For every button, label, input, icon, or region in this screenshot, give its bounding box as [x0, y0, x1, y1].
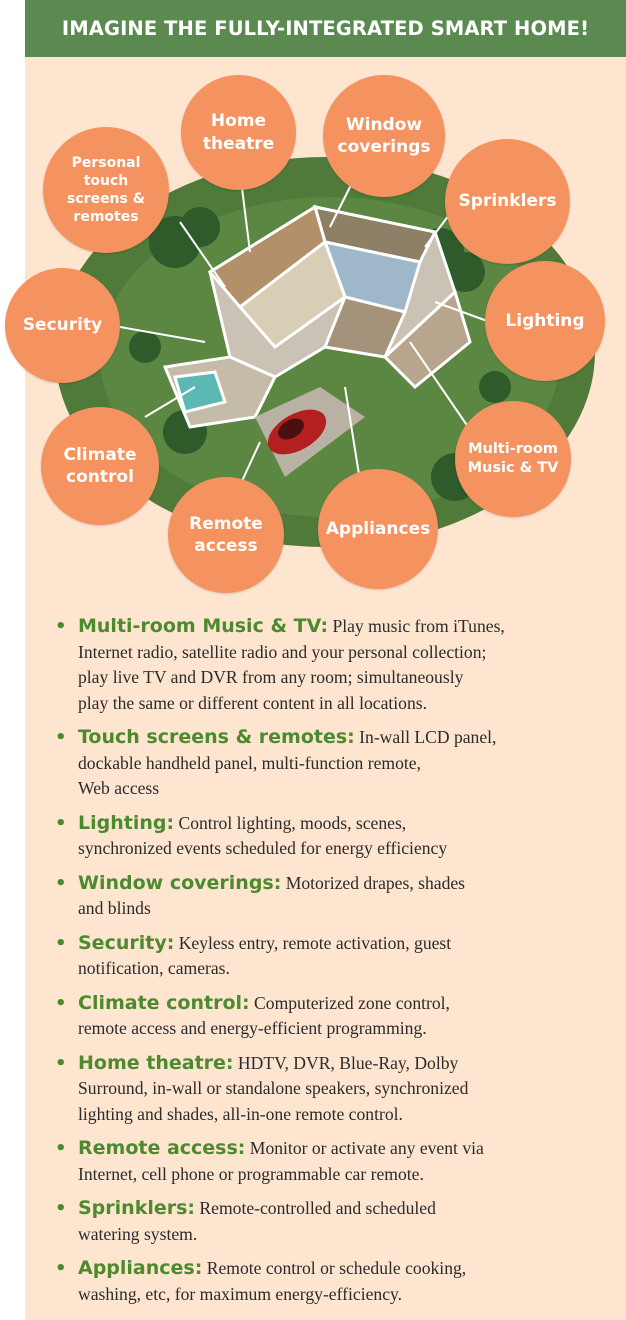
feature-title: Climate control:	[78, 991, 250, 1014]
bullet-icon: •	[55, 727, 67, 748]
bubble-climate-control: Climate control	[41, 407, 159, 525]
feature-title: Appliances:	[78, 1257, 203, 1279]
feature-description: Control lighting, moods, scenes, synchro…	[78, 812, 448, 859]
list-item: • Touch screens & remotes: In-wall LCD pa…	[25, 725, 626, 802]
feature-description: Motorized drapes, shades and blinds	[78, 872, 466, 919]
feature-description: Remote-controlled and scheduled watering…	[78, 1198, 436, 1244]
feature-title: Lighting:	[78, 811, 175, 834]
bullet-icon: •	[55, 616, 67, 637]
bullet-icon: •	[55, 992, 67, 1014]
car-icon	[267, 409, 327, 455]
bullet-icon: •	[55, 1138, 67, 1159]
list-item: • Window coverings: Motorized drapes, sha…	[25, 871, 626, 922]
list-item: • Sprinklers: Remote-controlled and sched…	[25, 1196, 626, 1247]
feature-title: Home theatre:	[78, 1051, 234, 1074]
feature-description: Computerized zone control, remote access…	[78, 992, 450, 1039]
bubble-security: Security	[5, 268, 120, 383]
bullet-icon: •	[55, 1198, 67, 1219]
smart-home-panel: IMAGINE THE FULLY-INTEGRATED SMART HOME!	[5, 0, 626, 1320]
feature-description: In-wall LCD panel, dockable handheld pan…	[78, 727, 497, 798]
list-item: • Security: Keyless entry, remote activat…	[25, 931, 626, 982]
bubble-sprinklers: Sprinklers	[445, 139, 570, 264]
bullet-icon: •	[55, 1258, 67, 1279]
list-item: • Remote access: Monitor or activate any …	[25, 1136, 626, 1187]
list-item: • Lighting: Control lighting, moods, scen…	[25, 811, 626, 862]
house	[162, 204, 472, 429]
feature-title: Touch screens & remotes:	[78, 726, 355, 748]
bubble-lighting: Lighting	[485, 261, 605, 381]
feature-title: Security:	[78, 931, 175, 954]
bubble-home-theatre: Home theatre	[181, 75, 296, 190]
feature-title: Multi-room Music & TV:	[78, 615, 329, 637]
feature-list: • Multi-room Music & TV: Play music from …	[25, 614, 626, 1316]
page-title: IMAGINE THE FULLY-INTEGRATED SMART HOME!	[25, 0, 626, 57]
bullet-icon: •	[55, 872, 67, 894]
feature-description: Remote control or schedule cooking, wash…	[78, 1258, 467, 1304]
bubble-remote-access: Remote access	[168, 477, 284, 593]
list-item: • Appliances: Remote control or schedule …	[25, 1256, 626, 1307]
bubble-personal-touch-screens: Personal touch screens & remotes	[43, 127, 169, 253]
bubble-multi-room-music-tv: Multi-room Music & TV	[455, 401, 571, 517]
feature-description: Keyless entry, remote activation, guest …	[78, 932, 452, 979]
bullet-icon: •	[55, 932, 67, 954]
feature-title: Remote access:	[78, 1137, 246, 1159]
feature-description: Monitor or activate any event via Intern…	[78, 1138, 484, 1184]
list-item: • Home theatre: HDTV, DVR, Blue-Ray, Dolb…	[25, 1051, 626, 1128]
feature-description: Play music from iTunes, Internet radio, …	[78, 616, 505, 713]
list-item: • Climate control: Computerized zone cont…	[25, 991, 626, 1042]
smart-home-illustration: Home theatre Window coverings Personal t…	[5, 57, 626, 602]
bullet-icon: •	[55, 812, 67, 834]
feature-title: Window coverings:	[78, 871, 282, 894]
bullet-icon: •	[55, 1052, 67, 1074]
feature-description: HDTV, DVR, Blue-Ray, Dolby Surround, in-…	[78, 1052, 469, 1124]
bubble-appliances: Appliances	[318, 469, 438, 589]
list-item: • Multi-room Music & TV: Play music from …	[25, 614, 626, 716]
bubble-window-coverings: Window coverings	[323, 75, 445, 197]
feature-title: Sprinklers:	[78, 1197, 196, 1219]
